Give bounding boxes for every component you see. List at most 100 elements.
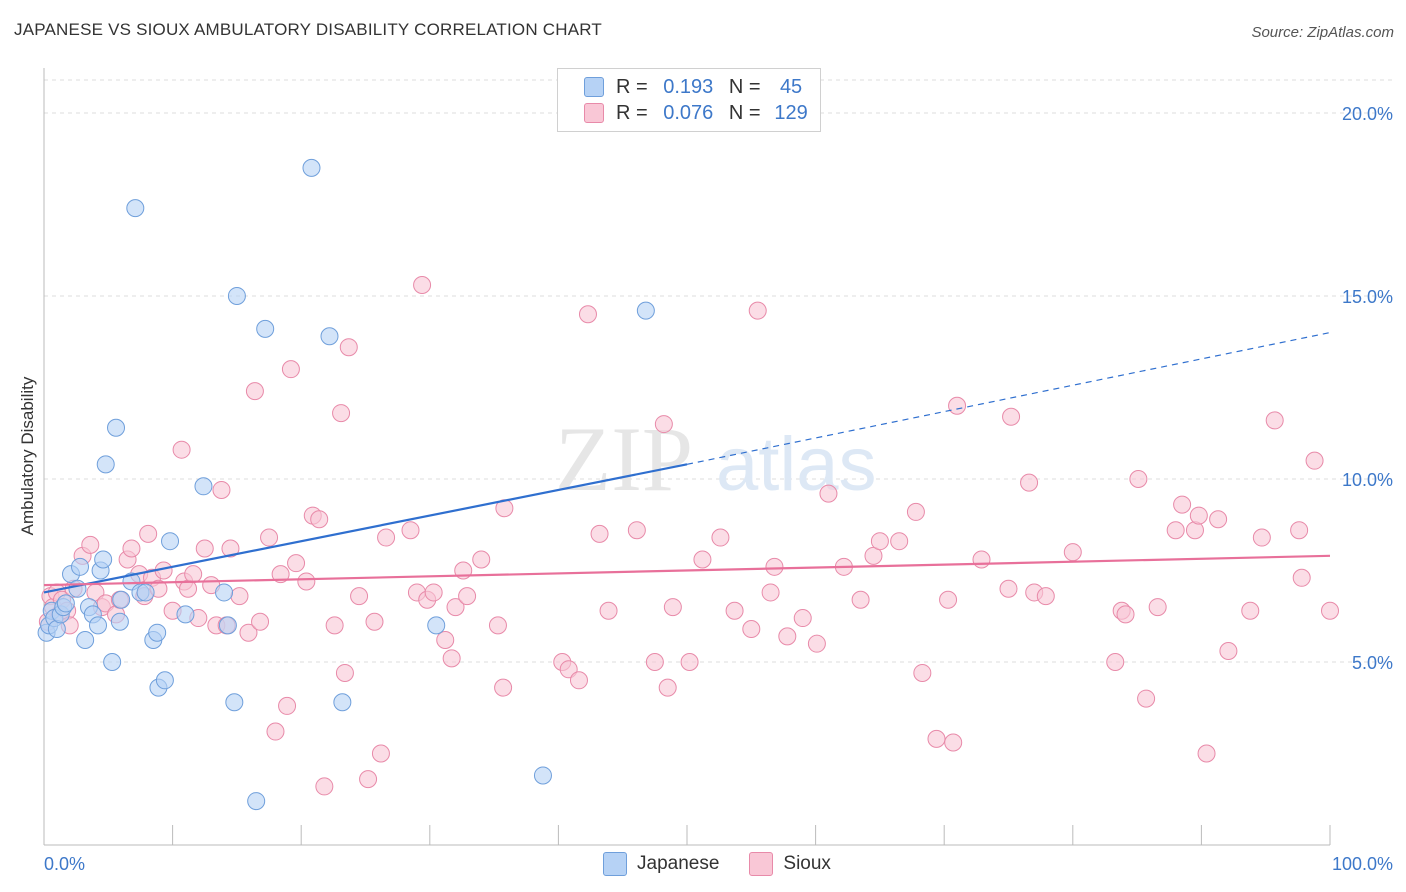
sioux-point <box>287 554 306 573</box>
sioux-point <box>1252 528 1271 547</box>
japanese-point <box>68 579 87 598</box>
japanese-point <box>320 327 339 346</box>
watermark-atlas: atlas <box>716 422 877 507</box>
sioux-point <box>359 770 378 789</box>
japanese-point <box>161 532 180 551</box>
legend-item-sioux: Sioux <box>749 852 831 876</box>
japanese-point <box>215 583 234 602</box>
sioux-point <box>494 678 513 697</box>
sioux-point <box>278 696 297 715</box>
japanese-point <box>89 616 108 635</box>
japanese-trend-line <box>43 463 688 594</box>
sioux-point <box>1265 411 1284 430</box>
legend-label-japanese: Japanese <box>637 853 720 874</box>
y-tick-label: 20.0% <box>1342 104 1393 124</box>
sioux-point <box>1189 506 1208 525</box>
sioux-point <box>446 598 465 617</box>
sioux-point <box>748 301 767 320</box>
legend-label-sioux: Sioux <box>783 853 831 874</box>
sioux-point <box>939 590 958 609</box>
r-value: 0.076 <box>663 101 714 124</box>
sioux-point <box>645 652 664 671</box>
japanese-point <box>136 583 155 602</box>
sioux-point <box>680 652 699 671</box>
sioux-point <box>1197 744 1216 763</box>
sioux-point <box>271 565 290 584</box>
sioux-point <box>590 524 609 543</box>
sioux-trend-line <box>43 554 1331 587</box>
sioux-point <box>488 616 507 635</box>
sioux-swatch <box>749 852 774 876</box>
r-label: R = <box>616 101 648 124</box>
japanese-point <box>148 623 167 642</box>
japanese-point <box>56 594 75 613</box>
japanese-swatch <box>603 852 627 876</box>
sioux-point <box>332 404 351 423</box>
sioux-point <box>281 360 300 379</box>
sioux-point <box>310 510 329 529</box>
sioux-point <box>658 678 677 697</box>
sioux-point <box>1148 598 1167 617</box>
sioux-point <box>870 532 889 551</box>
sioux-point <box>472 550 491 569</box>
japanese-point <box>256 319 275 338</box>
sioux-point <box>693 550 712 569</box>
japanese-swatch <box>584 77 604 97</box>
y-axis-label: Ambulatory Disability <box>18 376 37 536</box>
axes <box>43 68 1331 846</box>
sioux-point <box>339 338 358 357</box>
sioux-point <box>122 539 141 558</box>
x-tick-label: 0.0% <box>44 854 85 874</box>
y-tick-label: 10.0% <box>1342 470 1393 490</box>
n-value: 129 <box>774 101 808 124</box>
sioux-point <box>913 663 932 682</box>
sioux-point <box>1173 495 1192 514</box>
sioux-point <box>742 620 761 639</box>
sioux-point <box>725 601 744 620</box>
sioux-point <box>221 539 240 558</box>
sioux-point <box>1209 510 1228 529</box>
sioux-point <box>569 671 588 690</box>
japanese-point <box>533 766 552 785</box>
sioux-point <box>458 587 477 606</box>
legend-item-japanese: Japanese <box>603 852 719 876</box>
sioux-point <box>1305 451 1324 470</box>
sioux-point <box>890 532 909 551</box>
sioux-point <box>761 583 780 602</box>
sioux-point <box>627 521 646 540</box>
sioux-point <box>944 733 963 752</box>
japanese-point <box>218 616 237 635</box>
sioux-point <box>1020 473 1039 492</box>
trend-lines <box>43 331 1331 594</box>
sioux-point <box>413 275 432 294</box>
sioux-point <box>1292 568 1311 587</box>
sioux-point <box>266 722 285 741</box>
sioux-point <box>999 579 1018 598</box>
sioux-point <box>365 612 384 631</box>
legend-row-sioux: R = 0.076 N = 129 <box>584 101 816 125</box>
sioux-point <box>260 528 279 547</box>
japanese-point <box>94 550 113 569</box>
japanese-point <box>194 477 213 496</box>
sioux-point <box>578 305 597 324</box>
y-tick-label: 5.0% <box>1352 653 1393 673</box>
japanese-point <box>225 693 244 712</box>
sioux-point <box>195 539 214 558</box>
n-value: 45 <box>779 75 803 98</box>
sioux-point <box>245 382 264 401</box>
japanese-point <box>71 557 90 576</box>
sioux-point <box>711 528 730 547</box>
japanese-point <box>227 286 246 305</box>
sioux-point <box>424 583 443 602</box>
sioux-point <box>1219 642 1238 661</box>
series-legend: Japanese Sioux <box>603 852 861 876</box>
sioux-point <box>172 440 191 459</box>
japanese-point <box>112 590 131 609</box>
sioux-point <box>1116 605 1135 624</box>
sioux-point <box>350 587 369 606</box>
sioux-point <box>251 612 270 631</box>
sioux-point <box>371 744 390 763</box>
sioux-point <box>139 524 158 543</box>
sioux-point <box>1063 543 1082 562</box>
